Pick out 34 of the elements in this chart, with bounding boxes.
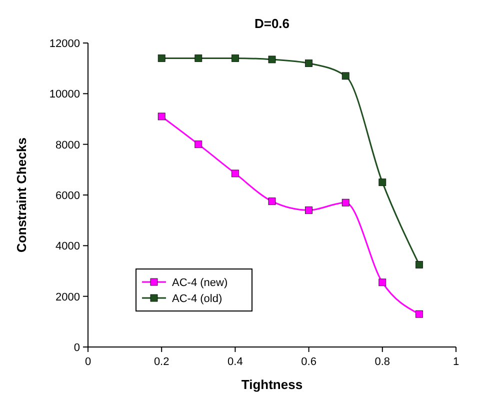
point [305,60,312,67]
point [378,278,386,286]
y-tick-label: 0 [74,342,80,354]
point [232,170,239,178]
point [416,310,423,318]
y-tick-label: 12000 [49,38,80,50]
y-tick-label: 6000 [56,190,80,202]
point [194,140,202,148]
point [194,54,202,62]
point [416,260,423,268]
point [232,54,239,62]
y-tick-label: 8000 [56,139,80,152]
y-tick-label: 2000 [56,291,80,304]
x-tick-label: 0.6 [301,356,316,368]
point [268,198,276,206]
legend-label: AC-4 (old) [172,293,222,305]
legend-label: AC-4 (new) [172,277,228,289]
point [342,198,350,206]
point [305,206,312,214]
y-tick-label: 10000 [49,88,80,101]
x-tick-label: 1 [452,356,460,368]
y-axis-title: Constraint Checks [14,138,29,252]
point [378,178,386,186]
x-tick-label: 0 [84,356,92,368]
x-tick-label: 0.8 [374,356,390,368]
point [158,112,166,120]
y-tick-label: 4000 [56,240,80,253]
point [158,54,166,62]
x-tick-label: 0.4 [228,356,243,368]
x-tick-label: 0.2 [154,356,170,368]
chart-title: D=0.6 [254,16,290,31]
point [268,56,276,64]
point [342,72,350,80]
x-axis-title: Tightness [241,377,303,392]
